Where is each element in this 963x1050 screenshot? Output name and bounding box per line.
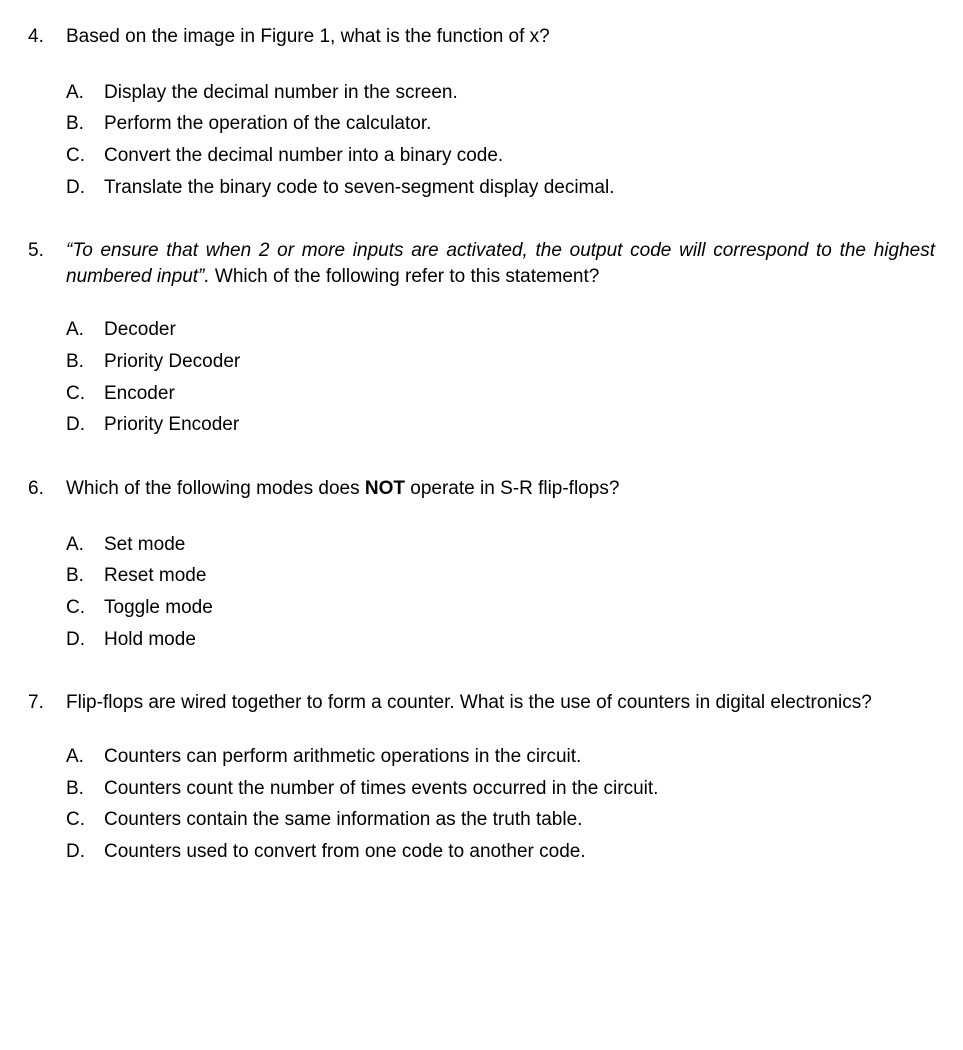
option-row: D. Translate the binary code to seven-se… (66, 175, 935, 201)
option-letter: A. (66, 744, 104, 770)
options-list: A. Display the decimal number in the scr… (28, 80, 935, 201)
question-header: 7. Flip-flops are wired together to form… (28, 690, 935, 716)
question-block: 4. Based on the image in Figure 1, what … (28, 24, 935, 200)
option-text: Convert the decimal number into a binary… (104, 143, 935, 169)
option-row: A. Decoder (66, 317, 935, 343)
option-row: B. Priority Decoder (66, 349, 935, 375)
option-text: Counters can perform arithmetic operatio… (104, 744, 935, 770)
option-letter: C. (66, 143, 104, 169)
option-row: A. Set mode (66, 532, 935, 558)
question-before-bold: Which of the following modes does (66, 478, 365, 499)
option-text: Priority Encoder (104, 412, 935, 438)
option-letter: B. (66, 349, 104, 375)
question-header: 4. Based on the image in Figure 1, what … (28, 24, 935, 50)
option-text: Toggle mode (104, 595, 935, 621)
question-after-bold: operate in S-R flip-flops? (405, 478, 619, 499)
option-text: Set mode (104, 532, 935, 558)
option-letter: D. (66, 839, 104, 865)
option-letter: A. (66, 317, 104, 343)
option-row: B. Perform the operation of the calculat… (66, 111, 935, 137)
option-letter: B. (66, 563, 104, 589)
option-row: D. Counters used to convert from one cod… (66, 839, 935, 865)
option-text: Display the decimal number in the screen… (104, 80, 935, 106)
question-block: 5. “To ensure that when 2 or more inputs… (28, 238, 935, 438)
question-text: “To ensure that when 2 or more inputs ar… (66, 238, 935, 289)
option-text: Hold mode (104, 627, 935, 653)
question-header: 5. “To ensure that when 2 or more inputs… (28, 238, 935, 289)
question-number: 5. (28, 238, 66, 289)
question-text: Which of the following modes does NOT op… (66, 476, 935, 502)
option-text: Reset mode (104, 563, 935, 589)
option-letter: D. (66, 175, 104, 201)
question-header: 6. Which of the following modes does NOT… (28, 476, 935, 502)
options-list: A. Decoder B. Priority Decoder C. Encode… (28, 317, 935, 438)
option-row: C. Toggle mode (66, 595, 935, 621)
option-letter: A. (66, 532, 104, 558)
option-letter: D. (66, 627, 104, 653)
option-letter: B. (66, 111, 104, 137)
question-block: 7. Flip-flops are wired together to form… (28, 690, 935, 864)
option-text: Counters contain the same information as… (104, 807, 935, 833)
option-text: Counters used to convert from one code t… (104, 839, 935, 865)
option-row: D. Hold mode (66, 627, 935, 653)
option-row: D. Priority Encoder (66, 412, 935, 438)
option-text: Decoder (104, 317, 935, 343)
option-row: B. Reset mode (66, 563, 935, 589)
question-number: 6. (28, 476, 66, 502)
option-letter: B. (66, 776, 104, 802)
option-row: B. Counters count the number of times ev… (66, 776, 935, 802)
options-list: A. Set mode B. Reset mode C. Toggle mode… (28, 532, 935, 653)
question-number: 4. (28, 24, 66, 50)
option-letter: C. (66, 381, 104, 407)
option-letter: A. (66, 80, 104, 106)
question-bold-part: NOT (365, 478, 405, 499)
option-text: Perform the operation of the calculator. (104, 111, 935, 137)
option-letter: D. (66, 412, 104, 438)
question-block: 6. Which of the following modes does NOT… (28, 476, 935, 652)
option-text: Counters count the number of times event… (104, 776, 935, 802)
question-plain-part: Which of the following refer to this sta… (210, 266, 600, 287)
option-row: C. Encoder (66, 381, 935, 407)
options-list: A. Counters can perform arithmetic opera… (28, 744, 935, 865)
option-text: Priority Decoder (104, 349, 935, 375)
option-letter: C. (66, 595, 104, 621)
question-text: Based on the image in Figure 1, what is … (66, 24, 935, 50)
option-row: C. Counters contain the same information… (66, 807, 935, 833)
option-row: C. Convert the decimal number into a bin… (66, 143, 935, 169)
option-text: Translate the binary code to seven-segme… (104, 175, 935, 201)
option-text: Encoder (104, 381, 935, 407)
question-text: Flip-flops are wired together to form a … (66, 690, 935, 716)
option-row: A. Counters can perform arithmetic opera… (66, 744, 935, 770)
question-number: 7. (28, 690, 66, 716)
option-row: A. Display the decimal number in the scr… (66, 80, 935, 106)
option-letter: C. (66, 807, 104, 833)
